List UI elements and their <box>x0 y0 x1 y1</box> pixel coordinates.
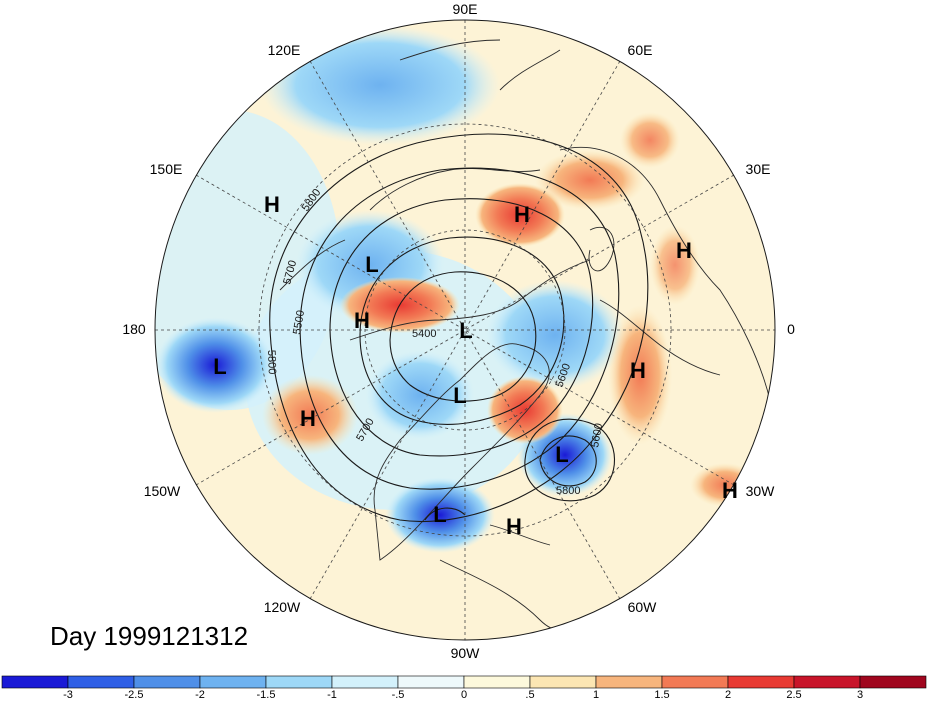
colorbar-tick-label: -2.5 <box>125 689 144 701</box>
colorbar-tick-label: 2.5 <box>786 689 801 701</box>
high-center: H <box>514 202 530 227</box>
colorbar-tick-label: -.5 <box>392 689 405 701</box>
colorbar-swatch <box>133 675 201 689</box>
colorbar-swatch <box>529 675 597 689</box>
colorbar-swatch <box>67 675 135 689</box>
contour-label: 5400 <box>412 328 436 340</box>
colorbar-swatch <box>1 675 69 689</box>
anomaly-field <box>155 20 775 640</box>
high-center: H <box>264 192 280 217</box>
longitude-label: 90E <box>453 1 478 17</box>
longitude-label: 180 <box>122 321 146 337</box>
colorbar-swatch <box>331 675 399 689</box>
coastlines <box>279 39 771 632</box>
colorbar-swatch <box>661 675 729 689</box>
pressure-centers: H H H H H H H H L L L L L L <box>213 192 738 539</box>
longitude-label: 120E <box>268 42 301 58</box>
high-center: H <box>300 406 316 431</box>
colorbar-swatch <box>859 675 927 689</box>
map-boundary <box>154 19 776 641</box>
contour-label: 5800 <box>265 350 278 375</box>
graticule <box>155 20 775 640</box>
colorbar-swatch <box>265 675 333 689</box>
low-center: L <box>213 354 226 379</box>
colorbar: -3 -2.5 -2 -1.5 -1 -.5 0 .5 1 1.5 2 2.5 3 <box>1 675 927 701</box>
high-center: H <box>506 514 522 539</box>
low-center: L <box>433 502 446 527</box>
colorbar-tick-label: .5 <box>525 689 534 701</box>
colorbar-tick-label: -1 <box>327 689 337 701</box>
contour-label: 5600 <box>589 422 605 448</box>
colorbar-tick-label: 1.5 <box>654 689 669 701</box>
longitude-label: 120W <box>264 599 301 615</box>
colorbar-swatch <box>463 675 531 689</box>
colorbar-swatch <box>595 675 663 689</box>
colorbar-tick-label: 2 <box>725 689 731 701</box>
colorbar-swatch <box>199 675 267 689</box>
colorbar-tick-label: 3 <box>857 689 863 701</box>
colorbar-swatch <box>727 675 795 689</box>
colorbar-tick-label: -2 <box>195 689 205 701</box>
longitude-label: 60W <box>628 599 658 615</box>
high-center: H <box>676 238 692 263</box>
low-center: L <box>365 252 378 277</box>
contour-label: 5800 <box>556 485 580 497</box>
high-center: H <box>630 358 646 383</box>
longitude-label: 90W <box>451 645 481 661</box>
longitude-label: 30E <box>746 161 771 177</box>
longitude-label: 0 <box>787 321 795 337</box>
longitude-label: 30W <box>746 483 776 499</box>
low-center: L <box>459 318 472 343</box>
low-center: L <box>555 442 568 467</box>
longitude-label: 150E <box>150 161 183 177</box>
colorbar-swatch <box>793 675 861 689</box>
colorbar-swatch <box>397 675 465 689</box>
high-center: H <box>722 478 738 503</box>
low-center: L <box>453 383 466 408</box>
colorbar-tick-label: -3 <box>63 689 73 701</box>
colorbar-tick-label: -1.5 <box>257 689 276 701</box>
day-label: Day 1999121312 <box>50 621 248 651</box>
longitude-label: 60E <box>628 42 653 58</box>
longitude-labels: 90E 120E 60E 150E 30E 180 0 150W 30W 120… <box>122 1 795 661</box>
longitude-label: 150W <box>144 483 181 499</box>
high-center: H <box>354 308 370 333</box>
colorbar-tick-label: 0 <box>461 689 467 701</box>
contour-label: 5500 <box>291 309 307 335</box>
colorbar-tick-label: 1 <box>593 689 599 701</box>
